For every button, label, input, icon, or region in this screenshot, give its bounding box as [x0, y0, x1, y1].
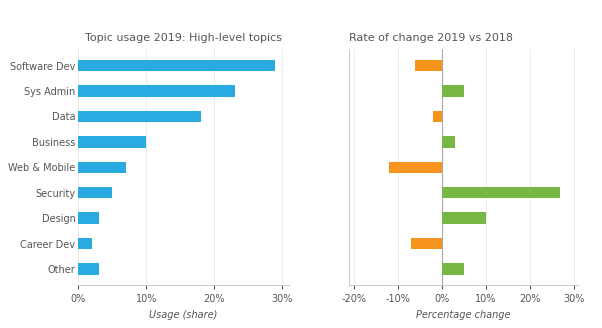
- Bar: [441, 136, 455, 148]
- Bar: [78, 212, 99, 224]
- Bar: [433, 111, 441, 122]
- Bar: [78, 238, 92, 249]
- Bar: [441, 187, 560, 198]
- Bar: [411, 238, 441, 249]
- Bar: [389, 162, 441, 173]
- Text: Rate of change 2019 vs 2018: Rate of change 2019 vs 2018: [349, 33, 513, 43]
- Bar: [78, 111, 200, 122]
- X-axis label: Usage (share): Usage (share): [149, 310, 218, 320]
- Bar: [78, 263, 99, 275]
- Bar: [78, 187, 112, 198]
- Title: Topic usage 2019: High-level topics: Topic usage 2019: High-level topics: [85, 33, 282, 43]
- Bar: [441, 263, 464, 275]
- Bar: [78, 162, 126, 173]
- Bar: [78, 85, 235, 97]
- Bar: [415, 60, 441, 72]
- X-axis label: Percentage change: Percentage change: [417, 310, 510, 320]
- Bar: [441, 212, 486, 224]
- Bar: [78, 136, 146, 148]
- Bar: [78, 60, 275, 72]
- Bar: [441, 85, 464, 97]
